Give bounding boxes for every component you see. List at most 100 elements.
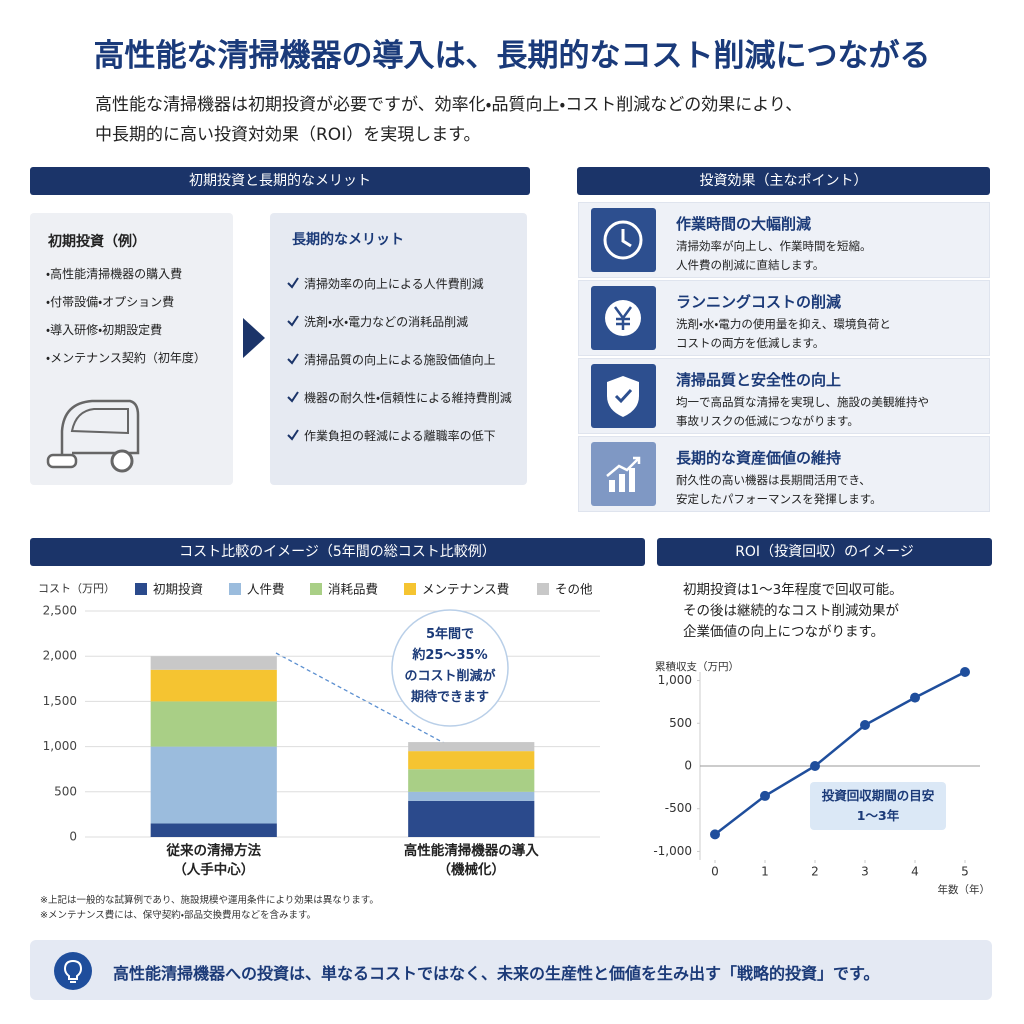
x-tick-label: 5	[961, 865, 969, 879]
legend-swatch	[310, 583, 322, 595]
point-text: 耐久性の高い機器は長期間活用でき、 安定したパフォーマンスを発揮します。	[676, 473, 882, 506]
section-heading: コスト比較のイメージ（5年間の総コスト比較例）	[30, 538, 645, 566]
bar-segment	[150, 823, 277, 837]
legend-swatch	[537, 583, 549, 595]
y-tick-label: 0	[684, 759, 692, 773]
y-tick-label: 0	[69, 830, 77, 844]
point-title: ランニングコストの削減	[676, 293, 842, 311]
point-row: 清掃品質と安全性の向上 均一で高品質な清掃を実現し、施設の美観維持や 事故リスク…	[578, 358, 990, 434]
list-item: ・メンテナンス契約（初年度）	[46, 351, 206, 365]
bar-segment	[408, 751, 535, 770]
point-title: 清掃品質と安全性の向上	[676, 371, 842, 389]
list-item: 洗剤・水・電力などの消耗品削減	[304, 315, 469, 329]
point	[910, 692, 920, 703]
y-tick-label: 1,000	[658, 673, 692, 687]
legend-label: その他	[555, 582, 593, 597]
list-item: ・導入研修・初期設定費	[46, 323, 163, 337]
point	[760, 790, 770, 801]
point-row: ランニングコストの削減 洗剤・水・電力の使用量を抑え、環境負荷と コストの両方を…	[578, 280, 990, 356]
note: ※メンテナンス費には、保守契約・部品交換費用などを含みます。	[40, 910, 317, 921]
line	[714, 670, 966, 836]
y-axis-label: 累積収支（万円）	[655, 660, 739, 673]
benefits-box: 長期的なメリット 清掃効率の向上による人件費削減 洗剤・水・電力などの消耗品削減…	[270, 213, 527, 485]
list-item: 作業負担の軽減による離職率の低下	[304, 429, 496, 443]
y-axis-label: コスト（万円）	[38, 582, 115, 595]
yen-icon	[591, 286, 656, 350]
box-title: 初期投資（例）	[48, 234, 146, 250]
point-row: 長期的な資産価値の維持 耐久性の高い機器は長期間活用でき、 安定したパフォーマン…	[578, 436, 990, 512]
shield-icon	[591, 364, 656, 428]
box-title: 長期的なメリット	[292, 232, 404, 248]
arrow	[243, 318, 265, 358]
bar-segment	[408, 800, 535, 837]
bar-segment	[150, 701, 277, 747]
point-title: 作業時間の大幅削減	[676, 215, 812, 233]
x-tick-label: 高性能清掃機器の導入 （機械化）	[403, 843, 539, 878]
callout-text: 投資回収期間の目安 1〜3年	[821, 788, 935, 823]
initial-box: 初期投資（例） ・高性能清掃機器の購入費 ・付帯設備・オプション費 ・導入研修・…	[30, 213, 233, 485]
x-tick-label: 4	[911, 865, 919, 879]
clock-icon	[591, 208, 656, 272]
section-heading: 投資効果（主なポイント）	[577, 167, 990, 195]
list-item: 清掃品質の向上による施設価値向上	[304, 353, 496, 367]
x-tick-label: 2	[811, 865, 819, 879]
point	[860, 719, 870, 730]
x-tick-label: 従来の清掃方法 （人手中心）	[166, 843, 262, 878]
point	[810, 761, 820, 771]
point-row: 作業時間の大幅削減 清掃効率が向上し、作業時間を短縮。 人件費の削減に直結します…	[578, 202, 990, 278]
bar-segment	[408, 791, 535, 801]
lead-text: 高性能な清掃機器は初期投資が必要ですが、効率化・品質向上・コスト削減などの効果に…	[95, 95, 803, 145]
point	[710, 829, 720, 840]
y-tick-label: -1,000	[653, 844, 692, 858]
page-title: 高性能な清掃機器の導入は、長期的なコスト削減につながる	[93, 38, 931, 74]
y-tick-label: 500	[669, 716, 692, 730]
bar-segment	[150, 656, 277, 670]
bar-segment	[150, 746, 277, 824]
machine-illustration	[46, 399, 140, 473]
list-item: ・付帯設備・オプション費	[46, 295, 175, 309]
growth-icon	[591, 442, 656, 506]
banner-text: 高性能清掃機器への投資は、単なるコストではなく、未来の生産性と価値を生み出す「戦…	[113, 964, 880, 983]
legend-label: 消耗品費	[328, 582, 378, 597]
bulb-icon	[54, 952, 92, 990]
point-text: 洗剤・水・電力の使用量を抑え、環境負荷と コストの両方を低減します。	[676, 317, 891, 350]
legend-label: 初期投資	[153, 582, 203, 597]
x-axis-label: 年数（年）	[938, 883, 991, 896]
roi-text: 初期投資は1〜3年程度で回収可能。 その後は継続的なコスト削減効果が 企業価値の…	[683, 582, 903, 640]
section-heading: 初期投資と長期的なメリット	[30, 167, 530, 195]
bar-segment	[150, 669, 277, 702]
point	[960, 667, 970, 677]
check-icons	[287, 277, 299, 441]
x-tick-label: 0	[711, 865, 719, 879]
legend-label: 人件費	[247, 582, 285, 597]
callout-text: 5年間で 約25〜35% のコスト削減が 期待できます	[404, 627, 496, 705]
legend-swatch	[229, 583, 241, 595]
legend-label: メンテナンス費	[422, 582, 509, 597]
y-tick-label: -500	[665, 801, 692, 815]
y-tick-label: 1,000	[43, 739, 77, 753]
point-title: 長期的な資産価値の維持	[676, 449, 842, 467]
callout-circle	[391, 609, 509, 727]
bar-segment	[408, 742, 535, 752]
legend-swatch	[404, 583, 416, 595]
y-tick-label: 2,500	[43, 604, 77, 618]
list-item: 清掃効率の向上による人件費削減	[304, 277, 484, 291]
y-tick-label: 1,500	[43, 694, 77, 708]
section-heading: ROI（投資回収）のイメージ	[657, 538, 992, 566]
x-tick-label: 3	[861, 865, 869, 879]
list-item: ・高性能清掃機器の購入費	[46, 267, 183, 281]
banner: 高性能清掃機器への投資は、単なるコストではなく、未来の生産性と価値を生み出す「戦…	[30, 940, 992, 1000]
point-text: 清掃効率が向上し、作業時間を短縮。 人件費の削減に直結します。	[676, 239, 872, 272]
legend-swatch	[135, 583, 147, 595]
note: ※上記は一般的な試算例であり、施設規模や運用条件により効果は異なります。	[40, 895, 379, 906]
callout-box	[810, 782, 946, 830]
y-tick-label: 2,000	[43, 649, 77, 663]
point-text: 均一で高品質な清掃を実現し、施設の美観維持や 事故リスクの低減につながります。	[676, 395, 929, 428]
y-tick-label: 500	[54, 784, 77, 798]
x-tick-label: 1	[761, 865, 769, 879]
bar-segment	[408, 769, 535, 792]
list-item: 機器の耐久性・信頼性による維持費削減	[304, 391, 512, 405]
